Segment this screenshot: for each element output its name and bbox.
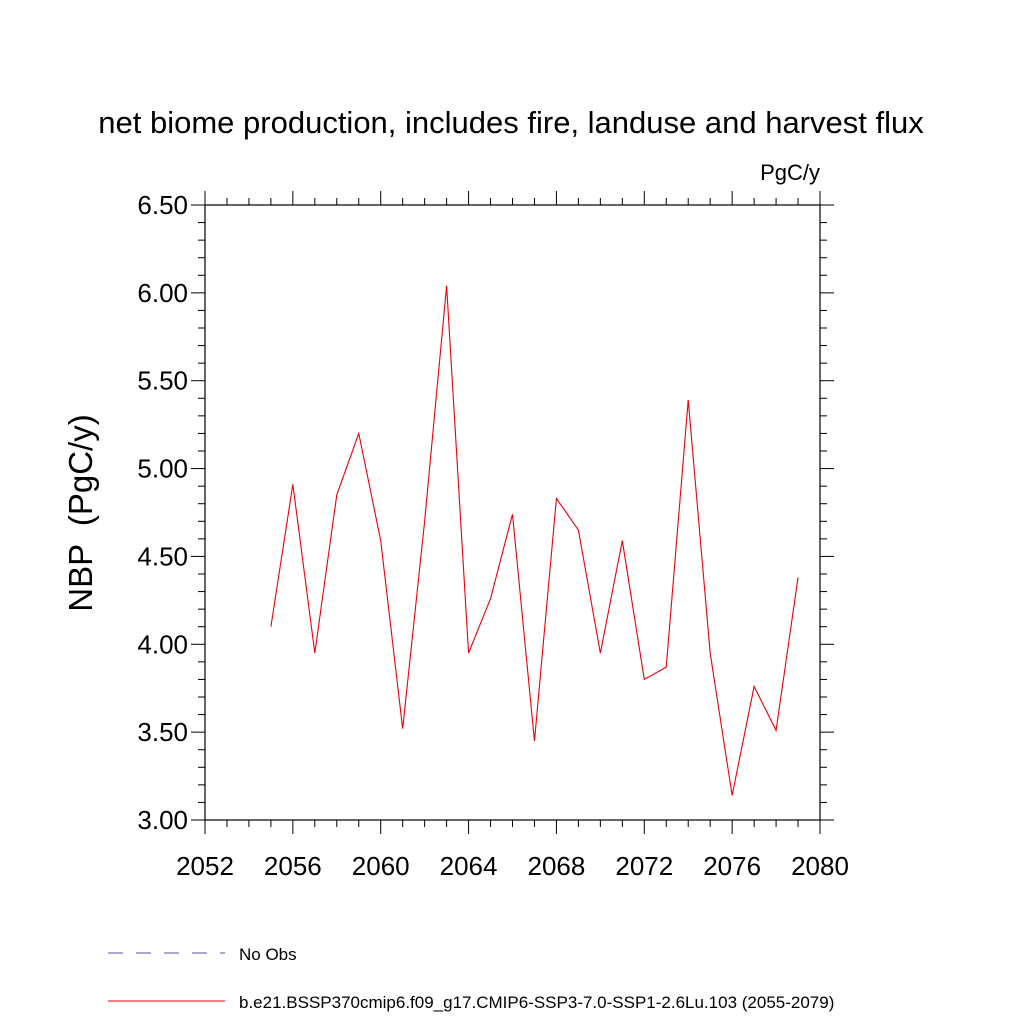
units-label: PgC/y (760, 160, 820, 185)
y-tick-label: 3.00 (137, 805, 188, 835)
x-tick-label: 2056 (264, 851, 322, 881)
legend: No Obs b.e21.BSSP370cmip6.f09_g17.CMIP6-S… (108, 945, 834, 1012)
y-tick-label: 5.00 (137, 454, 188, 484)
x-tick-label: 2060 (352, 851, 410, 881)
plot-area (204, 204, 821, 821)
axis-ticks: 3.00 3.50 4.00 4.50 5.00 5.50 6.00 6.50 2052 2056… (137, 190, 849, 881)
series-group (270, 285, 799, 796)
chart-title: net biome production, includes fire, lan… (98, 105, 924, 140)
y-tick-label: 6.50 (137, 190, 188, 220)
y-axis-label: NBP (PgC/y) (62, 414, 99, 611)
x-tick-label: 2064 (440, 851, 498, 881)
y-tick-label: 4.00 (137, 629, 188, 659)
x-tick-label: 2052 (176, 851, 234, 881)
x-tick-label: 2076 (703, 851, 761, 881)
legend-label: b.e21.BSSP370cmip6.f09_g17.CMIP6-SSP3-7.… (239, 993, 834, 1012)
x-tick-label: 2072 (615, 851, 673, 881)
y-tick-label: 6.00 (137, 278, 188, 308)
x-tick-label: 2080 (791, 851, 849, 881)
series-line-0 (270, 285, 799, 796)
y-tick-label: 4.50 (137, 541, 188, 571)
plot-frame (204, 204, 821, 821)
y-tick-label: 5.50 (137, 366, 188, 396)
x-tick-label: 2068 (528, 851, 586, 881)
y-tick-label: 3.50 (137, 717, 188, 747)
legend-label: No Obs (239, 945, 297, 964)
